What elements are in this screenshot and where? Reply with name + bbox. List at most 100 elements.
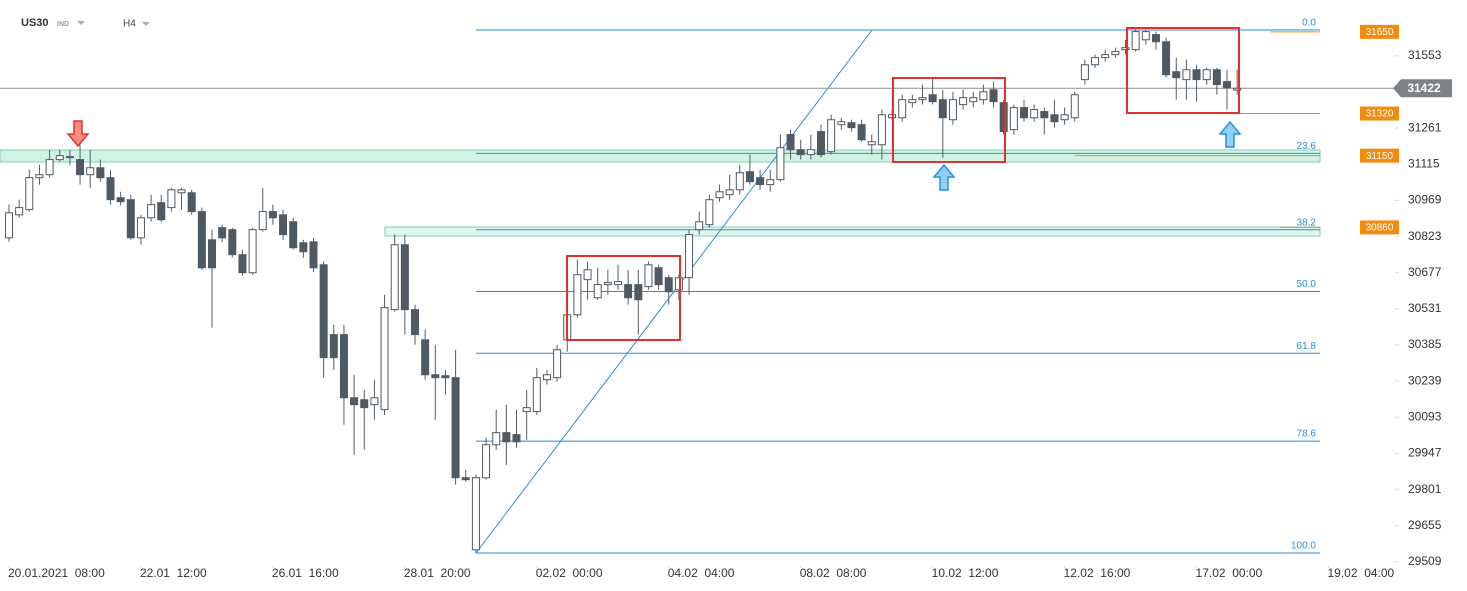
candle-body — [299, 242, 308, 253]
candle-body — [1111, 51, 1120, 56]
candle-body — [76, 159, 85, 176]
candle-body — [695, 221, 704, 231]
x-tick-label: 19.02 04:00 — [1328, 566, 1395, 580]
candle-body — [106, 177, 115, 201]
y-tick-label: 31553 — [1408, 48, 1442, 62]
candle-body — [329, 334, 338, 359]
candle-body — [55, 155, 64, 161]
candle-body — [339, 334, 348, 399]
candle-body — [482, 444, 491, 479]
candle-body — [411, 309, 419, 336]
y-tick-label: 29655 — [1408, 518, 1442, 532]
candle-body — [15, 207, 24, 216]
candle-body — [1212, 69, 1221, 86]
y-tick-label: 29509 — [1408, 554, 1442, 568]
candle-body — [1233, 87, 1242, 91]
candle-body — [471, 477, 480, 551]
candle-body — [959, 97, 968, 106]
highlight-box — [566, 255, 681, 341]
candle-body — [847, 122, 856, 129]
candle-body — [360, 399, 369, 409]
candle-body — [735, 172, 744, 191]
candle-body — [705, 199, 714, 226]
symbol: US30 — [21, 17, 49, 29]
down-arrow — [66, 120, 90, 148]
candle-body — [1182, 69, 1191, 81]
y-tick-label: 31261 — [1408, 120, 1442, 134]
fib-label: 50.0 — [1297, 279, 1317, 290]
level-tag-text: 31150 — [1366, 151, 1394, 162]
dropdown-caret[interactable] — [77, 21, 85, 25]
candle-body — [1141, 31, 1150, 41]
x-tick-label: 12.02 16:00 — [1064, 566, 1131, 580]
candle-body — [989, 89, 998, 103]
candle-body — [25, 177, 34, 211]
fib-label: 61.8 — [1297, 341, 1317, 352]
candle-body — [309, 241, 318, 269]
candle-body — [553, 349, 562, 379]
dropdown-caret[interactable] — [142, 22, 150, 26]
up-arrow — [1218, 120, 1242, 148]
candle-body — [421, 339, 430, 376]
last-price-tag — [1393, 79, 1452, 98]
candle-body — [745, 171, 754, 183]
x-tick-label: 20.01.2021 08:00 — [8, 566, 105, 580]
last-price-text: 31422 — [1407, 81, 1441, 95]
candle-body — [1151, 34, 1160, 43]
candle-body — [522, 407, 531, 413]
candle-body — [45, 159, 54, 176]
x-tick-label: 08.02 08:00 — [800, 566, 867, 580]
candle-body — [928, 94, 937, 103]
level-tag-text: 30860 — [1366, 223, 1394, 234]
candle-body — [624, 284, 633, 299]
interval: H4 — [123, 19, 136, 30]
x-tick-label: 10.02 12:00 — [932, 566, 999, 580]
y-tick-label: 30385 — [1408, 337, 1442, 351]
candle-body — [715, 191, 724, 199]
candle-body — [197, 211, 206, 269]
resistance-zone — [384, 226, 1321, 237]
candle-body — [542, 374, 551, 381]
candle-body — [583, 269, 592, 281]
candle-body — [938, 99, 947, 119]
candle-body — [5, 212, 13, 239]
y-tick-label: 30677 — [1408, 265, 1442, 279]
candle-body — [999, 102, 1008, 133]
level-tag-text: 31650 — [1366, 27, 1394, 38]
fib-label: 78.6 — [1297, 429, 1317, 440]
candle-body — [685, 234, 694, 279]
candle-body — [1192, 69, 1201, 81]
level-tag — [1360, 148, 1399, 163]
y-tick-label: 30239 — [1408, 373, 1442, 387]
y-tick-label: 30531 — [1408, 301, 1442, 315]
candle-body — [664, 277, 673, 293]
candle-body — [532, 377, 541, 413]
market: IND — [57, 21, 69, 28]
candle-body — [65, 156, 74, 159]
candle-body — [268, 211, 277, 219]
highlight-box — [1126, 27, 1240, 114]
y-tick-label: 30969 — [1408, 193, 1442, 207]
candle-body — [289, 221, 298, 249]
candle-body — [279, 214, 288, 236]
candle-body — [441, 375, 450, 379]
candle-body — [776, 147, 785, 181]
candle-body — [1040, 111, 1049, 119]
candle-body — [157, 202, 166, 221]
up-arrow — [932, 163, 956, 191]
candle-body — [1070, 94, 1079, 119]
candle-body — [1202, 69, 1211, 81]
candle-body — [208, 239, 216, 269]
candle-body — [218, 227, 227, 239]
candle-body — [400, 244, 409, 311]
candle-body — [725, 189, 734, 196]
candle-body — [96, 167, 105, 179]
candle-body — [1020, 107, 1028, 119]
candle-body — [979, 91, 988, 101]
candle-body — [492, 432, 501, 446]
candle-body — [116, 197, 125, 203]
highlight-box — [892, 77, 1006, 163]
y-tick-label: 30093 — [1408, 409, 1442, 423]
x-tick-label: 17.02 00:00 — [1196, 566, 1263, 580]
